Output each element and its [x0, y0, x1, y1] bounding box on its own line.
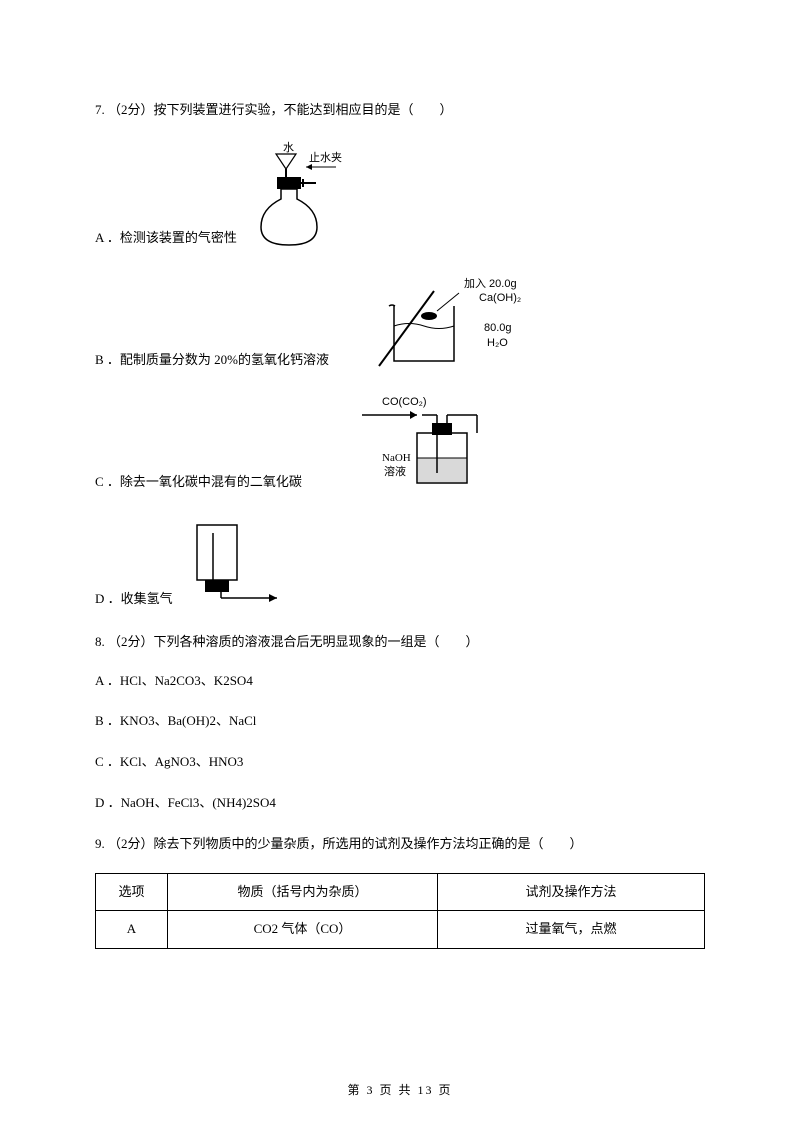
caoh2-label: Ca(OH)₂ — [479, 292, 521, 304]
coco2-label: CO(CO₂) — [382, 396, 427, 408]
q9-table: 选项 物质（括号内为杂质） 试剂及操作方法 A CO2 气体（CO） 过量氧气，… — [95, 873, 705, 950]
th-method: 试剂及操作方法 — [438, 873, 705, 911]
q7-option-b: B ．配制质量分数为 20%的氢氧化钙溶液 加入 20.0g Ca(OH)₂ 8… — [95, 271, 705, 371]
water-label: 水 — [283, 141, 294, 154]
q7-option-d: D ．收集氢气 — [95, 515, 705, 610]
q7-stem: 7. （2分）按下列装置进行实验，不能达到相应目的是（ ） — [95, 100, 705, 121]
th-opt: 选项 — [96, 873, 168, 911]
q7-option-c: C ．除去一氧化碳中混有的二氧化碳 CO(CO₂) NaOH 溶液 — [95, 393, 705, 493]
q8-option-a: A ．HCl、Na2CO3、K2SO4 — [95, 671, 705, 692]
q7-a-label: A ．检测该装置的气密性 — [95, 228, 237, 249]
q8-option-d: D ．NaOH、FeCl3、(NH4)2SO4 — [95, 793, 705, 814]
th-sub: 物质（括号内为杂质） — [168, 873, 438, 911]
flask-airtight-diagram: 水 止水夹 — [241, 139, 361, 249]
gas-washing-diagram: CO(CO₂) NaOH 溶液 — [322, 393, 492, 493]
hydrogen-collect-diagram — [177, 515, 297, 610]
page-footer: 第 3 页 共 13 页 — [0, 1081, 800, 1100]
q8-option-c: C ．KCl、AgNO3、HNO3 — [95, 752, 705, 773]
solution-label: 溶液 — [384, 464, 406, 478]
q7-b-label: B ．配制质量分数为 20%的氢氧化钙溶液 — [95, 350, 329, 371]
table-header-row: 选项 物质（括号内为杂质） 试剂及操作方法 — [96, 873, 705, 911]
h2o-label: H₂O — [487, 337, 508, 349]
q8-stem: 8. （2分）下列各种溶质的溶液混合后无明显现象的一组是（ ） — [95, 632, 705, 653]
cell-opt: A — [96, 911, 168, 949]
table-row: A CO2 气体（CO） 过量氧气，点燃 — [96, 911, 705, 949]
cell-method: 过量氧气，点燃 — [438, 911, 705, 949]
q7-option-a: A ．检测该装置的气密性 水 止水夹 — [95, 139, 705, 249]
q7-d-label: D ．收集氢气 — [95, 589, 173, 610]
beaker-diagram: 加入 20.0g Ca(OH)₂ 80.0g H₂O — [359, 271, 559, 371]
cell-sub: CO2 气体（CO） — [168, 911, 438, 949]
clamp-label: 止水夹 — [309, 151, 342, 164]
footer-mid: 页 共 — [374, 1083, 417, 1097]
footer-prefix: 第 — [347, 1083, 366, 1097]
h2o-mass-label: 80.0g — [484, 322, 512, 334]
q8-option-b: B ．KNO3、Ba(OH)2、NaCl — [95, 711, 705, 732]
q9-stem: 9. （2分）除去下列物质中的少量杂质，所选用的试剂及操作方法均正确的是（ ） — [95, 834, 705, 855]
footer-total: 13 — [418, 1083, 434, 1097]
add-label: 加入 20.0g — [464, 277, 517, 290]
footer-suffix: 页 — [434, 1083, 453, 1097]
naoh-label: NaOH — [382, 452, 411, 464]
q7-c-label: C ．除去一氧化碳中混有的二氧化碳 — [95, 472, 302, 493]
